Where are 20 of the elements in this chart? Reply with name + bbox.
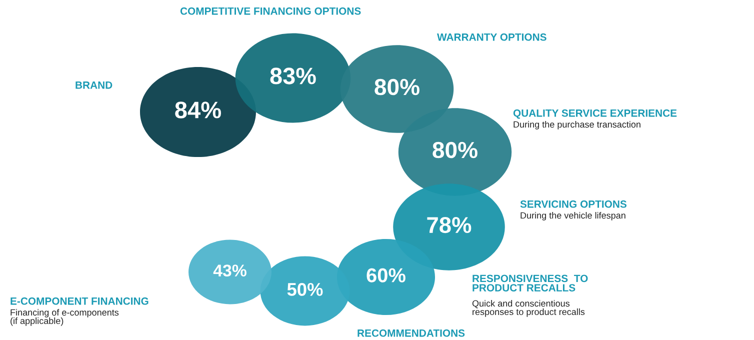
data-label: 84% xyxy=(175,102,222,118)
category-label: BRAND xyxy=(76,82,112,89)
data-label: 43% xyxy=(213,264,246,277)
category-label: WARRANTY OPTIONS xyxy=(437,33,546,41)
category-label: QUALITY SERVICE EXPERIENCE xyxy=(513,109,677,119)
data-label: 78% xyxy=(427,216,472,234)
text: During the purchase transaction xyxy=(514,121,640,130)
category-label: E-COMPONENT FINANCING xyxy=(10,297,148,305)
category-label: RESPONSIVENESS TO PRODUCT RECALLS xyxy=(472,274,588,292)
data-label: 60% xyxy=(366,268,406,282)
data-label: 50% xyxy=(287,282,323,296)
data-label: 83% xyxy=(270,68,316,84)
category-label: SERVICING OPTIONS xyxy=(520,200,626,208)
data-label: 80% xyxy=(432,142,478,158)
category-label: RECOMMENDATIONS xyxy=(358,329,465,337)
text: Quick and conscientious responses to product recalls xyxy=(472,300,585,317)
text: During the vehicle lifespan xyxy=(520,212,626,220)
data-label: 80% xyxy=(374,78,420,96)
text: Financing of e-components (if applicable) xyxy=(10,309,119,326)
category-label: COMPETITIVE FINANCING OPTIONS xyxy=(180,7,361,15)
